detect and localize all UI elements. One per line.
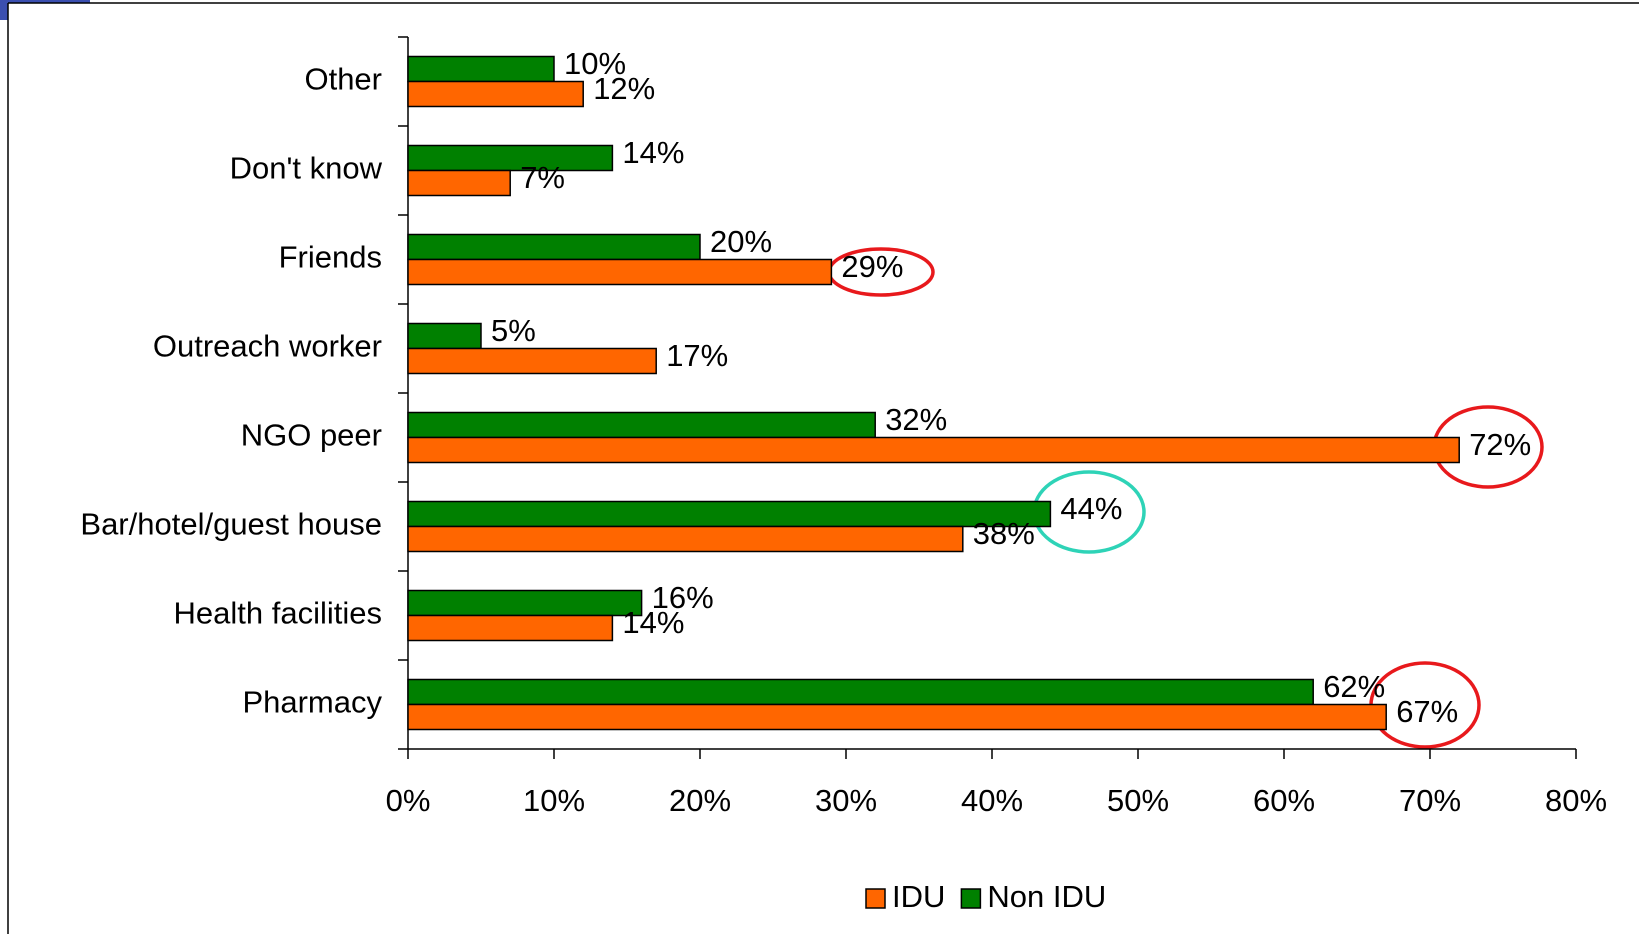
x-tick-label: 20% [669,783,731,818]
legend-swatch [960,888,982,909]
value-label: 14% [622,135,684,170]
value-label: 14% [622,605,684,640]
bar [407,614,614,642]
bar [407,80,584,108]
value-label: 29% [841,249,903,284]
value-label: 17% [666,338,728,373]
value-label: 7% [520,160,565,195]
bar [407,678,1314,706]
bar [407,258,833,286]
bar [407,347,657,375]
value-label: 20% [710,224,772,259]
category-label: Don't know [230,151,383,186]
bar [407,411,876,439]
value-label: 5% [491,313,536,348]
legend-label: IDU [892,879,945,914]
value-label: 44% [1060,491,1122,526]
category-label: NGO peer [241,418,382,453]
x-tick-label: 60% [1253,783,1315,818]
legend-label: Non IDU [987,879,1106,914]
x-tick-label: 0% [386,783,431,818]
bar [407,169,511,197]
bar [407,233,701,261]
value-label: 38% [973,516,1035,551]
value-label: 62% [1323,669,1385,704]
category-label: Outreach worker [153,329,382,364]
value-label: 72% [1469,427,1531,462]
x-tick-label: 50% [1107,783,1169,818]
annotations [827,247,1544,749]
value-label: 10% [564,46,626,81]
x-tick-label: 30% [815,783,877,818]
bar [407,144,614,172]
bar [407,525,964,553]
x-tick-label: 40% [961,783,1023,818]
value-label: 12% [593,71,655,106]
value-label: 67% [1396,694,1458,729]
bar [407,55,555,83]
category-label: Other [304,62,382,97]
bar [407,589,643,617]
corner-decoration [0,0,8,20]
bar [407,703,1387,731]
bar [407,436,1460,464]
value-label: 32% [885,402,947,437]
corner-decoration [0,0,90,3]
x-tick-label: 80% [1545,783,1607,818]
bar [407,322,482,350]
legend-swatch [865,888,886,909]
category-label: Health facilities [174,596,382,631]
x-tick-label: 10% [523,783,585,818]
value-label: 16% [652,580,714,615]
category-label: Pharmacy [242,685,382,720]
category-label: Bar/hotel/guest house [80,507,382,542]
category-label: Friends [279,240,382,275]
x-tick-label: 70% [1399,783,1461,818]
bar [407,500,1052,528]
